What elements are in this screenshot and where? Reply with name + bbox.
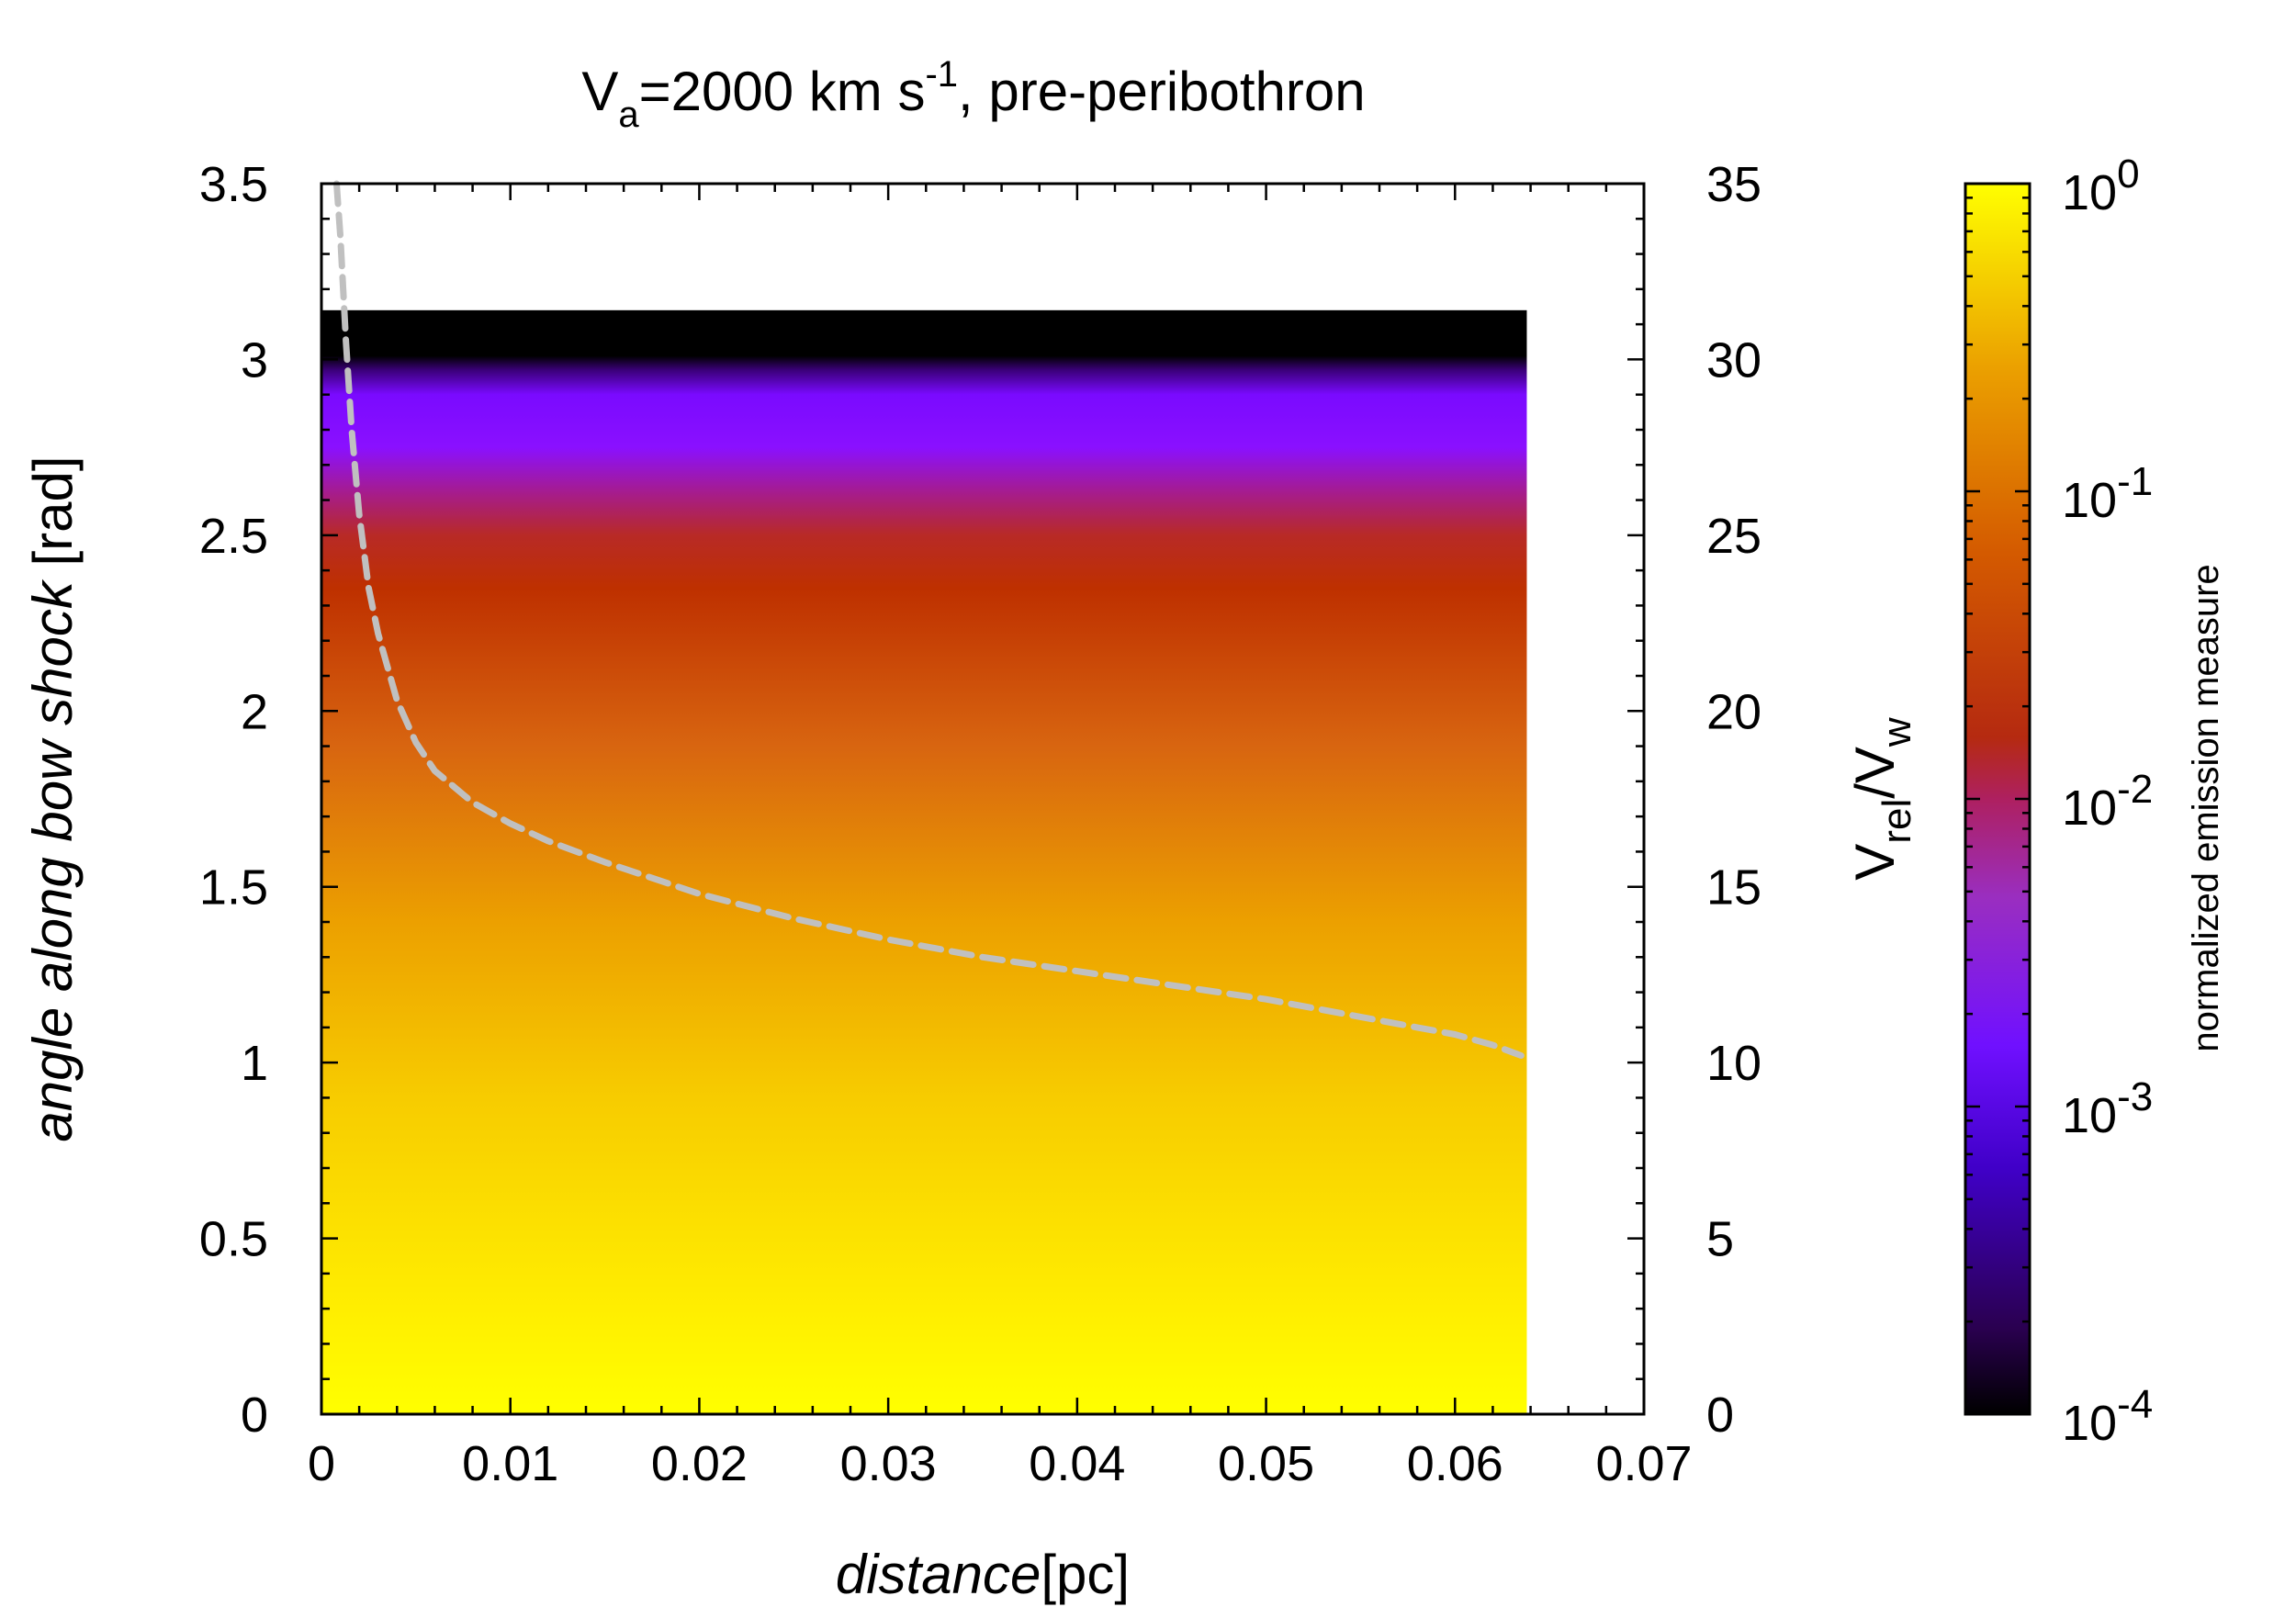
y2-tick-label: 30 [1706, 332, 1761, 388]
x-tick-label: 0.07 [1595, 1436, 1692, 1491]
series-layer [333, 180, 1525, 1059]
x-tick-label: 0.03 [840, 1436, 937, 1491]
y-tick-label: 3.5 [199, 157, 268, 212]
colorbar-tick-label: 10-2 [2062, 767, 2153, 836]
y-axis-label: angle along bow shock [rad] [22, 455, 84, 1141]
y2-tick-label: 15 [1706, 860, 1761, 916]
heatmap-cells [321, 309, 1527, 1414]
colorbar-tick-label: 10-3 [2062, 1074, 2153, 1143]
heatmap [321, 309, 1527, 1414]
y-tick-label: 0.5 [199, 1212, 268, 1267]
colorbar-tick-label: 10-1 [2062, 459, 2153, 528]
plot-frame [320, 182, 1646, 1416]
chart-title: Va=2000 km s-1, pre-peribothron [581, 54, 1365, 135]
y-tick-label: 2 [241, 684, 268, 739]
series-line-vrel-vw [333, 180, 1525, 1059]
colorbar-label: normalized emission measure [2186, 564, 2226, 1051]
y-tick-label: 3 [241, 332, 268, 388]
x-axis-label: distance[pc] [836, 1544, 1130, 1605]
y2-tick-labels: 0 5 10 15 20 25 30 35 [1706, 157, 1761, 1443]
y-tick-label: 0 [241, 1388, 268, 1443]
colorbar-tick-label: 100 [2062, 152, 2140, 220]
y2-tick-label: 35 [1706, 157, 1761, 212]
x-tick-label: 0.06 [1407, 1436, 1503, 1491]
y2-tick-label: 10 [1706, 1036, 1761, 1091]
y-tick-label: 1.5 [199, 860, 268, 916]
x-tick-label: 0.04 [1029, 1436, 1125, 1491]
y-tick-label: 1 [241, 1036, 268, 1091]
x-tick-label: 0.05 [1218, 1436, 1314, 1491]
colorbar-tick-label: 10-4 [2062, 1382, 2153, 1451]
colorbar-ticks [1965, 197, 2030, 1416]
x-tick-label: 0.01 [462, 1436, 558, 1491]
y2-axis-label: Vrel/Vw [1844, 717, 1919, 881]
x-tick-labels: 0 0.01 0.02 0.03 0.04 0.05 0.06 0.07 [308, 1436, 1693, 1491]
y2-tick-label: 0 [1706, 1388, 1734, 1443]
y2-tick-label: 20 [1706, 684, 1761, 739]
colorbar-tick-labels: 100 10-1 10-2 10-3 10-4 [2062, 152, 2153, 1451]
x-tick-label: 0 [308, 1436, 335, 1491]
y-tick-labels: 0 0.5 1 1.5 2 2.5 3 3.5 [199, 157, 268, 1443]
y2-tick-label: 5 [1706, 1212, 1734, 1267]
y2-tick-label: 25 [1706, 509, 1761, 564]
x-tick-label: 0.02 [651, 1436, 748, 1491]
axis-ticks [320, 182, 1646, 1416]
y-tick-label: 2.5 [199, 509, 268, 564]
